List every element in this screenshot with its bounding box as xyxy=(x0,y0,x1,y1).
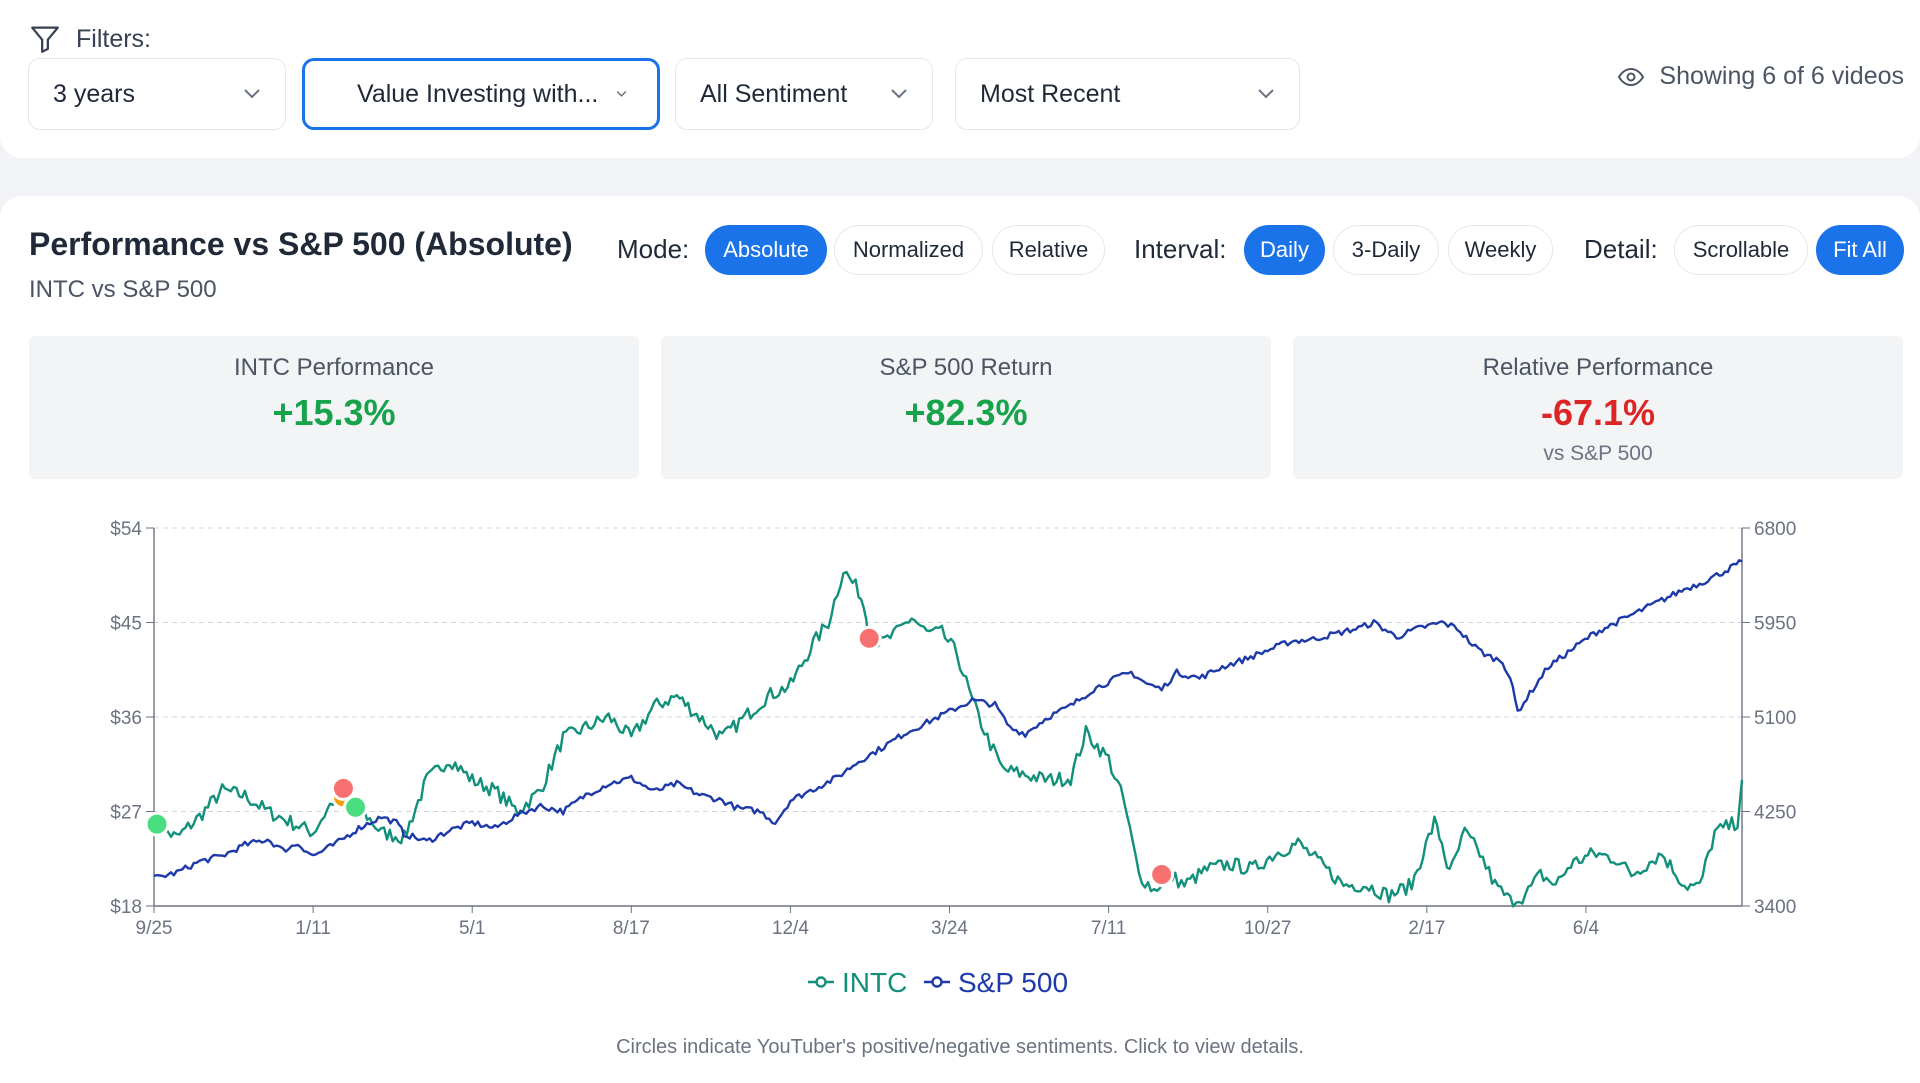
filters-label: Filters: xyxy=(76,24,151,53)
y-right-tick-label: 5100 xyxy=(1754,708,1796,729)
sentiment-marker-positive[interactable] xyxy=(144,811,170,837)
chart-title: Performance vs S&P 500 (Absolute) xyxy=(29,226,573,262)
x-tick-label: 1/11 xyxy=(295,918,331,939)
x-tick-label: 10/27 xyxy=(1244,918,1292,939)
stat-card-sp500: S&P 500 Return +82.3% xyxy=(661,336,1271,479)
interval-daily-button[interactable]: Daily xyxy=(1244,225,1325,275)
interval-weekly-button[interactable]: Weekly xyxy=(1448,225,1553,275)
x-tick-label: 5/1 xyxy=(459,918,485,939)
filters-header: Filters: xyxy=(28,22,151,56)
detail-label: Detail: xyxy=(1584,234,1658,264)
period-select-value: 3 years xyxy=(53,79,135,108)
detail-fit-all-button[interactable]: Fit All xyxy=(1816,225,1904,275)
stat-value: +82.3% xyxy=(904,392,1028,433)
sort-select[interactable]: Most Recent xyxy=(955,58,1300,130)
legend-item-sp500: S&P 500 xyxy=(924,967,1068,998)
y-right-tick-label: 5950 xyxy=(1754,614,1796,635)
performance-chart: $18 3400 $27 4250 $36 5100 $45 5950 $54 6800 9/25 1… xyxy=(110,519,1796,998)
video-count: Showing 6 of 6 videos xyxy=(1617,62,1904,91)
y-left-tick-label: $45 xyxy=(110,614,142,635)
y-left-tick-label: $54 xyxy=(110,519,142,540)
stat-card-relative: Relative Performance -67.1% vs S&P 500 xyxy=(1293,336,1903,479)
stat-label: Relative Performance xyxy=(1482,354,1714,381)
x-tick-label: 12/4 xyxy=(772,918,809,939)
x-tick-label: 2/17 xyxy=(1408,918,1445,939)
channel-select[interactable]: Value Investing with... xyxy=(302,58,660,130)
period-select[interactable]: 3 years xyxy=(28,58,286,130)
y-right-tick-label: 6800 xyxy=(1754,519,1796,540)
x-tick-label: 7/11 xyxy=(1091,918,1127,939)
stat-value: -67.1% xyxy=(1540,392,1656,433)
channel-select-value: Value Investing with... xyxy=(357,79,599,108)
sp500-series-line xyxy=(153,559,1743,879)
stat-card-intc: INTC Performance +15.3% xyxy=(29,336,639,479)
interval-3daily-button[interactable]: 3-Daily xyxy=(1333,225,1439,275)
mode-normalized-button[interactable]: Normalized xyxy=(834,225,983,275)
stat-label: S&P 500 Return xyxy=(879,354,1053,381)
mode-label: Mode: xyxy=(617,234,690,264)
x-tick-label: 3/24 xyxy=(931,918,968,939)
y-left-tick-label: $27 xyxy=(110,803,142,824)
sentiment-marker-negative[interactable] xyxy=(330,775,356,801)
stat-value: +15.3% xyxy=(272,392,396,433)
legend-label: INTC xyxy=(842,967,907,998)
interval-label: Interval: xyxy=(1134,234,1227,264)
y-left-tick-label: $36 xyxy=(110,708,142,729)
stat-label: INTC Performance xyxy=(233,354,435,381)
filter-panel: Filters: 3 years Value Investing with...… xyxy=(0,0,1920,158)
mode-absolute-button[interactable]: Absolute xyxy=(705,225,827,275)
x-tick-label: 6/4 xyxy=(1573,918,1600,939)
legend-item-intc: INTC xyxy=(808,967,907,998)
chevron-down-icon xyxy=(1258,89,1274,99)
chevron-down-icon xyxy=(616,91,627,97)
chevron-down-icon xyxy=(891,89,907,99)
y-right-tick-label: 3400 xyxy=(1754,897,1796,918)
chevron-down-icon xyxy=(244,89,260,99)
eye-icon xyxy=(1618,67,1645,86)
sentiment-marker-negative[interactable] xyxy=(856,625,882,651)
legend-swatch-dot xyxy=(815,976,827,988)
chart-footnote: Circles indicate YouTuber's positive/neg… xyxy=(616,1036,1304,1058)
y-left-tick-label: $18 xyxy=(110,897,142,918)
detail-scrollable-button[interactable]: Scrollable xyxy=(1674,225,1808,275)
sentiment-select[interactable]: All Sentiment xyxy=(675,58,933,130)
mode-relative-button[interactable]: Relative xyxy=(992,225,1105,275)
sort-select-value: Most Recent xyxy=(980,79,1121,108)
chart-subtitle: INTC vs S&P 500 xyxy=(29,276,217,303)
legend-label: S&P 500 xyxy=(958,967,1068,998)
x-tick-label: 8/17 xyxy=(613,918,650,939)
video-count-text: Showing 6 of 6 videos xyxy=(1659,62,1904,90)
intc-series-line xyxy=(152,570,1744,908)
sentiment-select-value: All Sentiment xyxy=(700,79,848,108)
filter-funnel-icon xyxy=(31,26,59,53)
legend-swatch-dot xyxy=(931,976,943,988)
y-right-tick-label: 4250 xyxy=(1754,803,1796,824)
x-tick-label: 9/25 xyxy=(136,918,173,939)
stat-note: vs S&P 500 xyxy=(1543,442,1653,465)
sentiment-marker-positive[interactable] xyxy=(343,794,369,820)
sentiment-marker-negative[interactable] xyxy=(1149,862,1175,887)
